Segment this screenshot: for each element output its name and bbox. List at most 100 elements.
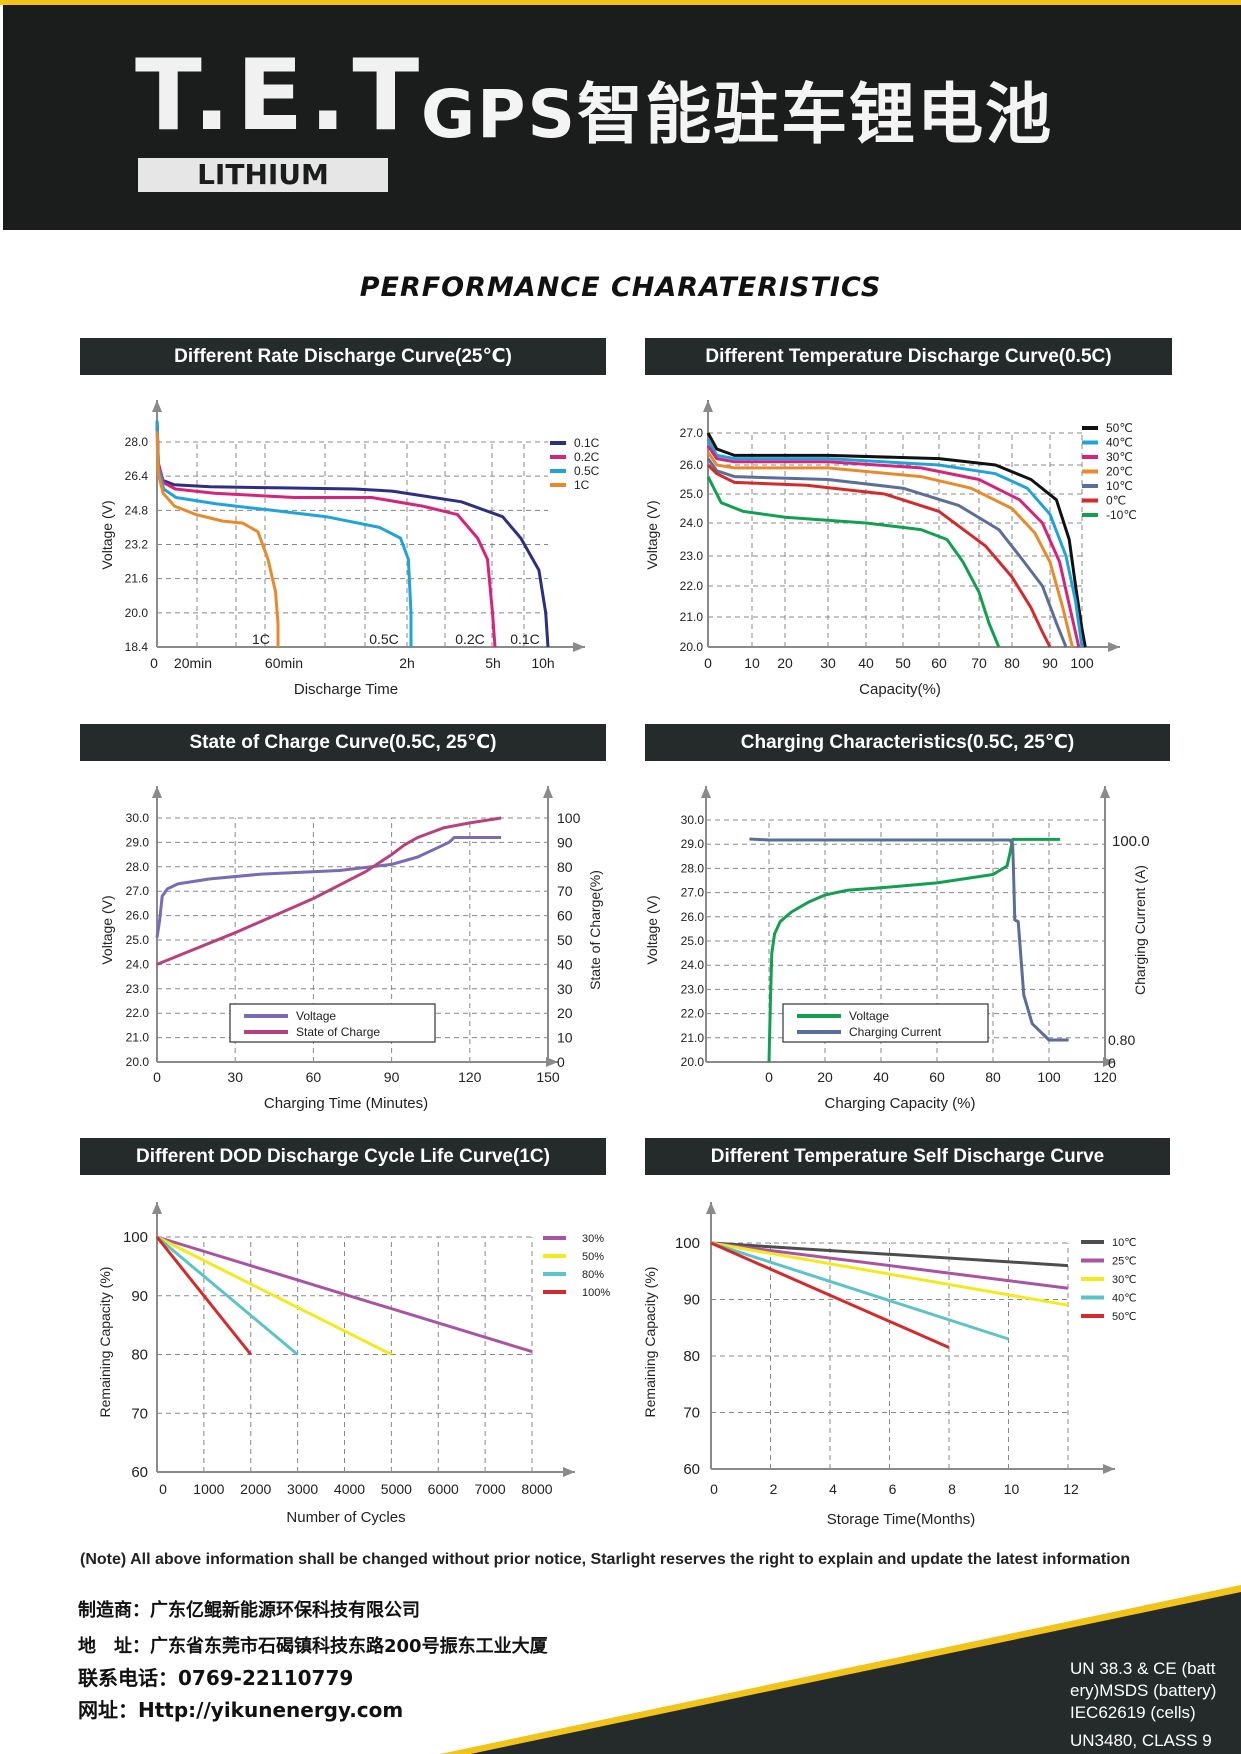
self-y-tick: 90 — [683, 1292, 700, 1309]
self-x-tick: 12 — [1063, 1481, 1079, 1497]
dod-legend-0-label: 30% — [582, 1233, 604, 1245]
soc-series-Voltage — [155, 836, 502, 938]
brand-logo: T.E.T — [135, 39, 426, 153]
cert-line-1: UN 38.3 & CE (batt — [1070, 1659, 1216, 1678]
temp-series-10℃ — [706, 457, 1068, 648]
dod-x-tick: 2000 — [240, 1481, 271, 1497]
self-x-arrow — [1103, 1464, 1115, 1474]
self-legend-3-label: 40℃ — [1112, 1293, 1137, 1305]
charge-y-tick: 21.0 — [681, 1031, 705, 1045]
self-series-50℃ — [710, 1241, 950, 1349]
charge-x-tick: 120 — [1093, 1069, 1117, 1085]
soc-y-tick: 24.0 — [126, 957, 150, 971]
charge-y-tick: 27.0 — [681, 886, 705, 900]
temp-x-tick: 80 — [1004, 655, 1020, 671]
temp-legend-2-label: 30℃ — [1106, 450, 1133, 464]
brand-logo-sub: LITHIUM — [138, 158, 388, 192]
soc-series-State-of-Charge — [156, 816, 502, 966]
self-x-tick: 0 — [710, 1481, 718, 1497]
charge-x-tick: 80 — [985, 1069, 1001, 1085]
charge-x-tick: 60 — [929, 1069, 945, 1085]
cert-line-2: ery)MSDS (battery) — [1070, 1681, 1217, 1700]
self-series-40℃ — [710, 1241, 1009, 1341]
certifications: UN 38.3 & CE (batt ery)MSDS (battery) IE… — [1070, 1658, 1235, 1752]
temp-series-40℃ — [706, 438, 1084, 648]
panel-title-temp: Different Temperature Discharge Curve(0.… — [645, 338, 1172, 375]
self-x-tick: 8 — [948, 1481, 956, 1497]
address-text: 地 址：广东省东莞市石碣镇科技东路200号振东工业大厦 — [78, 1636, 548, 1657]
header-banner: T.E.T LITHIUM GPS智能驻车锂电池 — [3, 5, 1241, 230]
self-y-arrow — [706, 1202, 716, 1214]
temp-x-tick: 0 — [704, 655, 712, 671]
charge-y-tick: 22.0 — [681, 1007, 705, 1021]
dod-x-tick: 3000 — [287, 1481, 318, 1497]
soc-y2-tick: 40 — [557, 956, 573, 972]
dod-x-arrow — [563, 1467, 575, 1477]
rate-x-tick: 20min — [174, 655, 212, 671]
self-legend-1-label: 25℃ — [1112, 1256, 1137, 1268]
rate-series-1C — [155, 431, 280, 647]
rate-legend-0-label: 0.1C — [574, 436, 600, 450]
rate-y-label: Voltage (V) — [99, 500, 115, 569]
soc-y2-label: State of Charge(%) — [587, 870, 603, 990]
rate-x-tick: 2h — [399, 655, 415, 671]
rate-curve-label: 0.1C — [510, 631, 540, 647]
self-x-tick: 6 — [889, 1481, 897, 1497]
soc-y-arrow — [152, 786, 162, 798]
rate-y-tick: 24.8 — [125, 503, 149, 517]
website-link[interactable]: 网址：Http://yikunenergy.com — [78, 1698, 404, 1722]
rate-series-0.1C — [155, 420, 550, 648]
rate-series-0.2C — [155, 420, 497, 648]
charge-series-Charging-Current — [749, 837, 1069, 1042]
soc-y2-tick: 10 — [557, 1030, 573, 1046]
temp-y-tick: 20.0 — [680, 640, 704, 654]
soc-y2-tick: 70 — [557, 883, 573, 899]
soc-y-tick: 23.0 — [126, 982, 150, 996]
dod-x-tick: 5000 — [381, 1481, 412, 1497]
temp-y-label: Voltage (V) — [644, 500, 660, 569]
dod-series-30% — [156, 1235, 533, 1354]
dod-series-50% — [156, 1235, 393, 1356]
temp-x-arrow — [1108, 642, 1120, 652]
self-series-25℃ — [710, 1241, 1069, 1290]
charge-x-label: Charging Capacity (%) — [825, 1095, 976, 1112]
temp-y-tick: 24.0 — [680, 516, 704, 530]
rate-x-tick: 60min — [265, 655, 303, 671]
charge-y-tick: 26.0 — [681, 910, 705, 924]
soc-y-tick: 26.0 — [126, 909, 150, 923]
temp-y-tick: 22.0 — [680, 579, 704, 593]
self-y-tick: 80 — [683, 1348, 700, 1365]
panel-title-dod: Different DOD Discharge Cycle Life Curve… — [80, 1138, 606, 1175]
soc-legend-0-label: Voltage — [296, 1009, 336, 1023]
rate-curve-label: 1C — [252, 631, 270, 647]
soc-y-tick: 20.0 — [126, 1055, 150, 1069]
temp-legend-5-label: 0℃ — [1106, 494, 1126, 508]
rate-y-arrow — [152, 400, 162, 412]
soc-y-tick: 28.0 — [126, 860, 150, 874]
charge-y-arrow — [701, 786, 711, 798]
self-series-10℃ — [710, 1241, 1069, 1268]
dod-y-tick: 60 — [131, 1464, 148, 1481]
charge-y2-tick: 100.0 — [1112, 833, 1150, 850]
manufacturer-text: 制造商：广东亿鲲新能源环保科技有限公司 — [78, 1600, 420, 1621]
dod-legend-3-label: 100% — [582, 1287, 610, 1299]
temp-y-tick: 23.0 — [680, 549, 704, 563]
soc-y-label: Voltage (V) — [99, 895, 115, 964]
temp-legend-6-label: -10℃ — [1106, 508, 1137, 522]
charge-y-tick: 25.0 — [681, 934, 705, 948]
dod-x-tick: 0 — [159, 1481, 167, 1497]
self-y-tick: 70 — [683, 1405, 700, 1422]
temp-x-tick: 10 — [744, 655, 760, 671]
temp-legend-4-label: 10℃ — [1106, 479, 1133, 493]
self-y-tick: 100 — [675, 1235, 700, 1252]
dod-x-tick: 1000 — [193, 1481, 224, 1497]
rate-x-arrow — [573, 642, 585, 652]
temp-series--10℃ — [706, 475, 1001, 648]
self-legend-2-label: 30℃ — [1112, 1274, 1137, 1286]
product-title: GPS智能驻车锂电池 — [421, 76, 1054, 153]
soc-y2-tick: 30 — [557, 981, 573, 997]
charge-y-tick: 30.0 — [681, 813, 705, 827]
soc-y-tick: 21.0 — [126, 1031, 150, 1045]
self-x-tick: 2 — [770, 1481, 778, 1497]
rate-x-tick: 10h — [531, 655, 554, 671]
